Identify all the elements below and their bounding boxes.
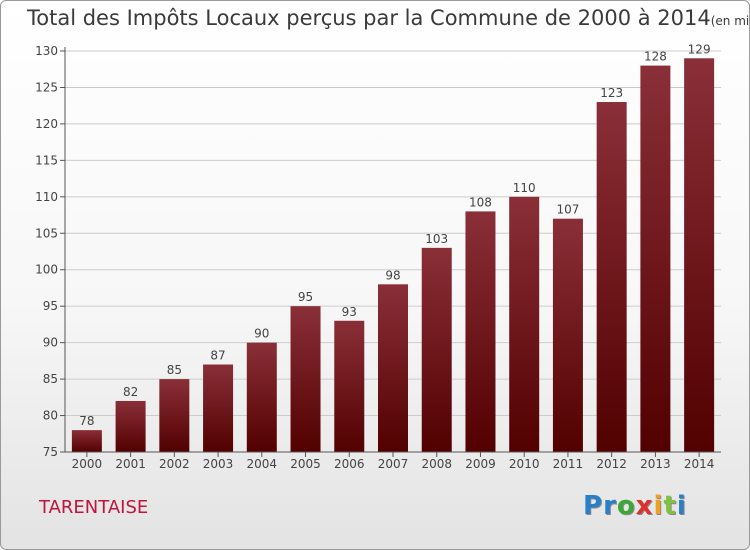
x-tick-label: 2007	[378, 457, 409, 471]
y-tick-label: 125	[35, 80, 58, 94]
logo-letter: x	[635, 491, 654, 521]
y-tick-label: 110	[35, 190, 58, 204]
x-tick-label: 2001	[115, 457, 146, 471]
x-tick-label: 2010	[509, 457, 540, 471]
bar	[421, 247, 452, 452]
x-tick-label: 2013	[640, 457, 671, 471]
value-labels: 78 82 85 87 90 95 93 98 103 108 110 107 123 128 129	[79, 42, 710, 428]
logo-letter: o	[616, 491, 636, 521]
bar	[378, 284, 408, 452]
logo-letter: t	[663, 491, 677, 521]
y-tick-label: 85	[43, 372, 58, 386]
value-label: 95	[298, 290, 313, 304]
chart-title: Total des Impôts Locaux perçus par la Co…	[27, 6, 750, 30]
value-label: 107	[556, 203, 579, 217]
bar	[115, 400, 146, 452]
chart-title-unit: (en milliers d'€)	[710, 14, 750, 28]
x-tick-label: 2011	[553, 457, 584, 471]
bar	[246, 342, 277, 452]
value-label: 85	[167, 363, 182, 377]
x-tick-label: 2012	[596, 457, 627, 471]
value-label: 129	[688, 42, 711, 56]
logo-letter: i	[653, 491, 664, 521]
y-tick-label: 105	[35, 226, 58, 240]
x-tick-label: 2004	[247, 457, 278, 471]
x-tick-label: 2006	[334, 457, 365, 471]
bar	[465, 211, 496, 452]
x-tick-labels: 2000 2001 2002 2003 2004 2005 2006 2007 2008 2009…	[72, 457, 715, 471]
logo-letter: P	[583, 491, 604, 521]
x-tick-label: 2003	[203, 457, 234, 471]
value-label: 90	[254, 327, 269, 341]
y-tick-label: 120	[35, 117, 58, 131]
value-label: 78	[79, 414, 94, 428]
bar	[159, 379, 190, 452]
bar	[290, 306, 321, 452]
bar	[71, 430, 102, 452]
value-label: 82	[123, 385, 138, 399]
chart-title-text: Total des Impôts Locaux perçus par la Co…	[27, 6, 711, 30]
bar	[203, 364, 234, 452]
y-tick-label: 115	[35, 153, 58, 167]
bar	[596, 102, 627, 452]
y-tick-label: 80	[43, 409, 58, 423]
bars	[71, 58, 715, 453]
logo-letter: i	[676, 491, 687, 521]
value-label: 110	[513, 181, 536, 195]
y-tick-label: 100	[35, 263, 58, 277]
y-tick-label: 95	[43, 299, 58, 313]
logo-letter: r	[603, 491, 617, 521]
bar	[334, 320, 365, 452]
value-label: 87	[210, 349, 225, 363]
x-tick-label: 2005	[290, 457, 321, 471]
x-tick-label: 2009	[465, 457, 496, 471]
y-tick-label: 90	[43, 336, 58, 350]
axes	[60, 47, 721, 457]
y-tick-labels: 75 80 85 90 95 100 105 110 115 120 125 130	[35, 44, 58, 459]
x-tick-label: 2008	[421, 457, 452, 471]
value-label: 108	[469, 195, 492, 209]
value-label: 123	[600, 86, 623, 100]
bar	[640, 65, 671, 452]
proxiti-logo: Proxiti	[583, 491, 687, 521]
y-tick-label: 75	[43, 445, 58, 459]
x-tick-label: 2000	[72, 457, 103, 471]
x-tick-label: 2002	[159, 457, 190, 471]
commune-name: TARENTAISE	[39, 497, 149, 518]
bar	[684, 58, 715, 453]
value-label: 103	[425, 232, 448, 246]
value-label: 128	[644, 50, 667, 64]
value-label: 93	[342, 305, 357, 319]
x-tick-label: 2014	[684, 457, 715, 471]
y-tick-label: 130	[35, 44, 58, 58]
value-label: 98	[385, 268, 400, 282]
bar	[552, 218, 583, 452]
bar	[509, 196, 540, 452]
